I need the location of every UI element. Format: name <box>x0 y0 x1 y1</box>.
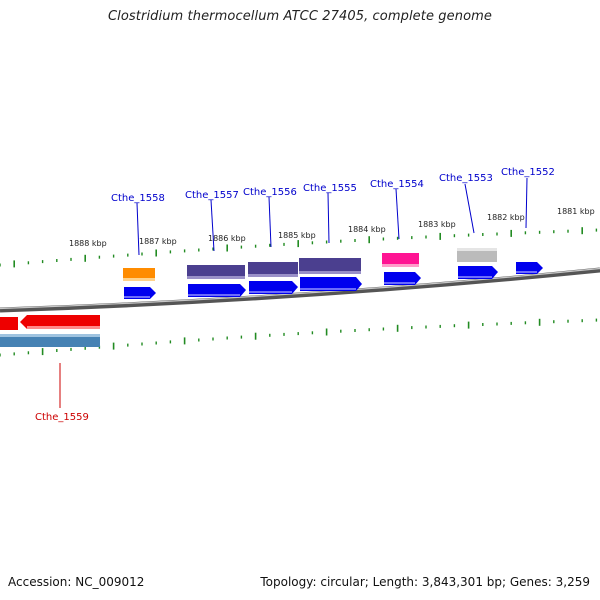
gene-label-cthe-1552[interactable]: Cthe_1552 <box>501 167 555 178</box>
gene-label-cthe-1556[interactable]: Cthe_1556 <box>243 187 297 198</box>
feature-cthe-1556[interactable] <box>248 262 298 277</box>
scale-label: 1885 kbp <box>278 231 316 240</box>
genome-backbone-highlight <box>0 267 600 310</box>
scale-label: 1882 kbp <box>487 213 525 222</box>
forward-cds-track <box>124 262 543 299</box>
feature-cthe-1559[interactable] <box>0 334 100 347</box>
reverse-cds-track <box>0 315 100 330</box>
gene-label-cthe-1555[interactable]: Cthe_1555 <box>303 183 357 194</box>
cds-arrow-cthe-1554[interactable] <box>384 272 421 285</box>
feature-cthe-1555[interactable] <box>299 258 361 274</box>
outer-scale-ticks <box>0 227 598 268</box>
scale-label: 1887 kbp <box>139 237 177 246</box>
gene-label-cthe-1558[interactable]: Cthe_1558 <box>111 193 165 204</box>
gene-label-cthe-1559[interactable]: Cthe_1559 <box>35 412 89 423</box>
gene-label-cthe-1554[interactable]: Cthe_1554 <box>370 179 424 190</box>
gene-label-cthe-1557[interactable]: Cthe_1557 <box>185 190 239 201</box>
cds-reverse-left-edge[interactable] <box>0 317 18 330</box>
scale-label: 1881 kbp <box>557 207 595 216</box>
cds-arrow-cthe-1553[interactable] <box>458 266 498 279</box>
label-leaders <box>136 177 528 256</box>
topology-text: Topology: circular; Length: 3,843,301 bp… <box>260 575 590 589</box>
cds-arrow-cthe-1556[interactable] <box>249 281 298 294</box>
feature-cthe-1558[interactable] <box>123 268 155 281</box>
genome-backbone <box>0 267 600 313</box>
feature-cthe-1554[interactable] <box>382 253 419 267</box>
gene-labels: Cthe_1558 Cthe_1557 Cthe_1556 Cthe_1555 … <box>35 167 555 423</box>
accession-text: Accession: NC_009012 <box>8 575 145 589</box>
cds-arrow-cthe-1555[interactable] <box>300 277 362 291</box>
cds-arrow-cthe-1557[interactable] <box>188 284 246 297</box>
scale-label: 1884 kbp <box>348 225 386 234</box>
scale-label: 1883 kbp <box>418 220 456 229</box>
feature-cthe-1553[interactable] <box>457 248 497 262</box>
scale-labels: 1888 kbp 1887 kbp 1886 kbp 1885 kbp 1884… <box>69 207 595 248</box>
cds-arrow-cthe-1559[interactable] <box>20 315 100 329</box>
feature-cthe-1557[interactable] <box>187 265 245 279</box>
reverse-feature-track <box>0 334 100 347</box>
scale-label: 1886 kbp <box>208 234 246 243</box>
map-title: Clostridium thermocellum ATCC 27405, com… <box>107 9 493 24</box>
scale-label: 1888 kbp <box>69 239 107 248</box>
inner-scale-ticks <box>0 318 598 357</box>
gene-label-cthe-1553[interactable]: Cthe_1553 <box>439 173 493 184</box>
feature-track <box>123 248 497 281</box>
